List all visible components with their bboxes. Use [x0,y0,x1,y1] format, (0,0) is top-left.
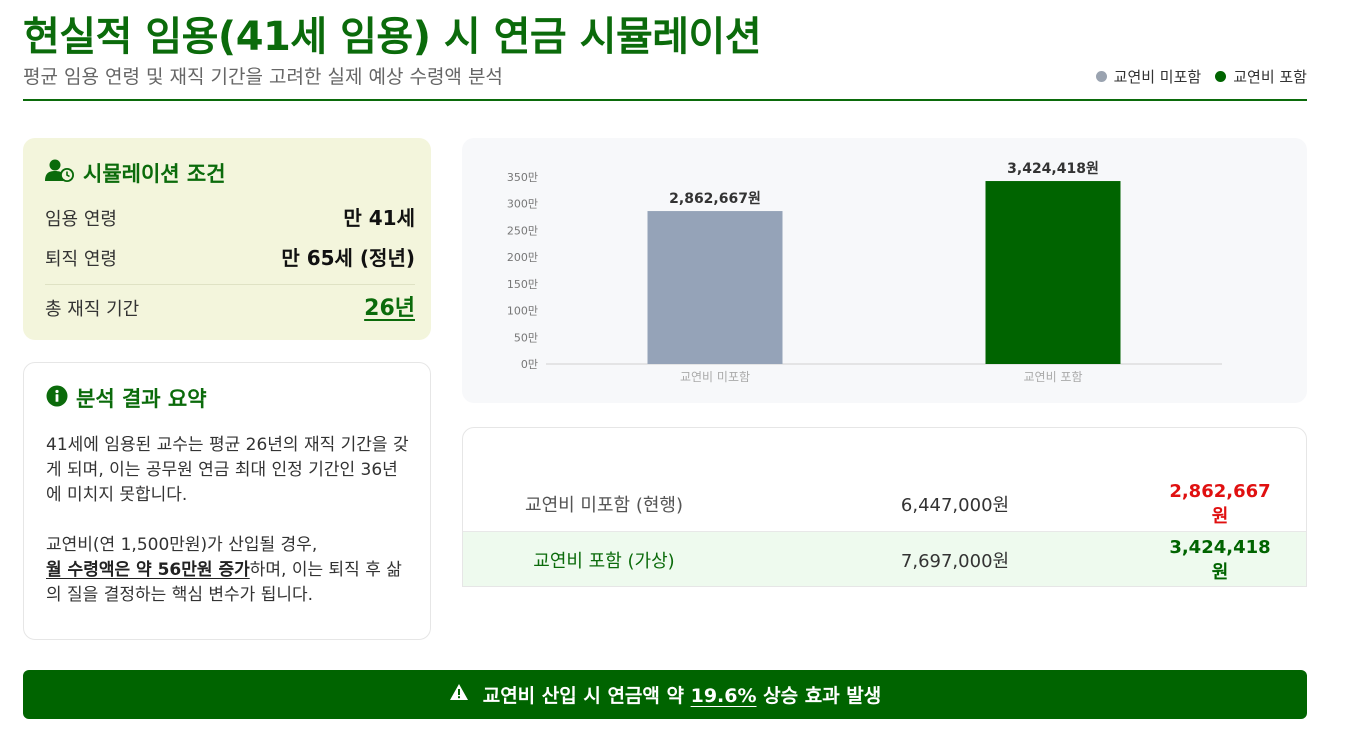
bar-value-label: 3,424,418원 [1007,161,1099,177]
warning-triangle-icon [449,683,469,706]
x-tick-label: 교연비 포함 [1023,370,1082,384]
legend-label-included: 교연비 포함 [1233,68,1307,86]
summary-paragraph-2: 교연비(연 1,500만원)가 산입될 경우, 월 수령액은 약 56만원 증가… [46,533,410,608]
condition-row-hire-age: 임용 연령 만 41세 [45,202,415,231]
page-subtitle: 평균 임용 연령 및 재직 기간을 고려한 실제 예상 수령액 분석 [23,66,503,88]
condition-row-total-service: 총 재직 기간 26년 [45,290,415,322]
conclusion-banner: 교연비 산입 시 연금액 약 19.6% 상승 효과 발생 [23,670,1307,719]
table-row: 교연비 미포함 (현행) 6,447,000원 2,862,667원 [463,476,1306,532]
legend-item-included: 교연비 포함 [1215,66,1307,87]
user-clock-icon [45,159,75,188]
table-cell-scenario: 교연비 미포함 (현행) [525,495,683,516]
x-tick-label: 교연비 미포함 [680,370,750,384]
condition-label: 퇴직 연령 [45,249,117,270]
condition-value: 만 41세 [343,206,415,230]
table-cell-pension: 2,862,667원 [1169,480,1271,527]
y-tick-label: 200만 [507,251,538,264]
total-service-value: 26년 [364,296,415,321]
analysis-summary-card: 분석 결과 요약 41세에 임용된 교수는 평균 26년의 재직 기간을 갖게 … [23,362,431,640]
table-row: 교연비 포함 (가상) 7,697,000원 3,424,418원 [463,532,1306,586]
banner-percentage: 19.6% [690,685,757,707]
pension-comparison-table: 교연비 미포함 (현행) 6,447,000원 2,862,667원 교연비 포… [462,427,1307,587]
summary-header: 분석 결과 요약 [46,383,207,413]
y-tick-label: 350만 [507,171,538,184]
pension-bar-chart: 0만 50만 100만 150만 200만 250만 300만 350만 2,862,667원교… [507,161,1222,384]
y-tick-label: 300만 [507,198,538,211]
chart-legend: 교연비 미포함 교연비 포함 [1095,66,1307,87]
legend-label-excluded: 교연비 미포함 [1113,68,1202,86]
y-tick-label: 100만 [507,305,538,318]
summary-title: 분석 결과 요약 [76,387,207,411]
bar [647,211,783,364]
summary-p2-strong: 월 수령액은 약 56만원 증가 [46,560,250,580]
summary-paragraph-1: 41세에 임용된 교수는 평균 26년의 재직 기간을 갖게 되며, 이는 공무… [46,435,409,505]
info-circle-icon [46,385,68,412]
total-service-label: 총 재직 기간 [45,299,140,320]
y-tick-label: 50만 [514,331,538,344]
summary-p2-post: 하며, 이는 퇴직 후 삶의 질을 결정하는 핵심 변수가 됩니다. [46,560,402,605]
conditions-title: 시뮬레이션 조건 [83,162,226,186]
legend-item-excluded: 교연비 미포함 [1095,66,1202,87]
bar [985,181,1121,364]
table-row-divider [463,531,1306,532]
condition-value: 만 65세 (정년) [281,246,415,270]
bar-value-label: 2,862,667원 [669,191,761,207]
table-cell-base: 6,447,000원 [900,495,1010,516]
conditions-divider [45,284,415,285]
table-cell-pension: 3,424,418원 [1169,536,1271,583]
legend-dot-included [1215,71,1227,82]
banner-text: 교연비 산입 시 연금액 약 19.6% 상승 효과 발생 [483,681,882,708]
banner-post: 상승 효과 발생 [763,685,882,707]
condition-row-retire-age: 퇴직 연령 만 65세 (정년) [45,242,415,271]
table-cell-base: 7,697,000원 [900,551,1010,572]
banner-pre: 교연비 산입 시 연금액 약 [482,685,684,707]
y-tick-label: 150만 [507,278,538,291]
page-title: 현실적 임용(41세 임용) 시 연금 시뮬레이션 [23,14,762,60]
summary-p2-pre: 교연비(연 1,500만원)가 산입될 경우, [46,535,318,555]
simulation-conditions-card: 시뮬레이션 조건 임용 연령 만 41세 퇴직 연령 만 65세 (정년) 총 … [23,138,431,340]
legend-dot-excluded [1095,71,1107,82]
conditions-header: 시뮬레이션 조건 [45,158,226,188]
y-tick-label: 250만 [507,224,538,237]
y-tick-label: 0만 [521,358,538,371]
page-header: 현실적 임용(41세 임용) 시 연금 시뮬레이션 평균 임용 연령 및 재직 … [23,0,1307,101]
table-cell-scenario: 교연비 포함 (가상) [533,551,675,572]
condition-label: 임용 연령 [45,209,117,230]
